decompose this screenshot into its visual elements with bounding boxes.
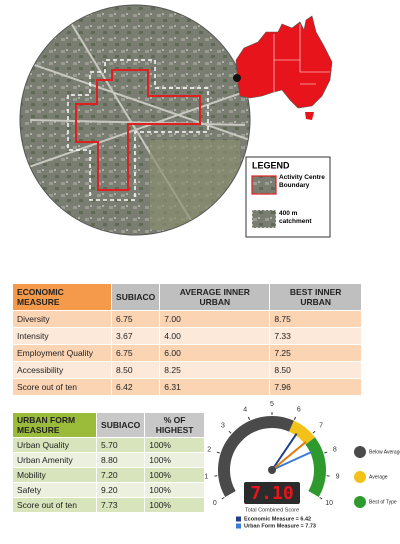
cell: Safety (11, 482, 98, 498)
cell: Mobility (11, 467, 98, 483)
cell: 7.96 (269, 378, 362, 396)
gauge-tick-label: 10 (325, 500, 333, 507)
range-swatch (354, 496, 366, 508)
score-display (244, 482, 300, 504)
measure-label: Economic Measure = 6.42 (244, 516, 311, 522)
cell: Urban Quality (11, 437, 98, 453)
gauge-tick-label: 3 (221, 423, 225, 430)
header-cell: ECONOMIC MEASURE (11, 283, 113, 311)
range-label: Best of Type (369, 499, 397, 505)
cell: Score out of ten (11, 497, 98, 513)
cell: 100% (144, 452, 205, 468)
gauge-tick (293, 416, 297, 420)
range-label: Below Average (369, 449, 400, 455)
cell: Intensity (11, 327, 113, 345)
gauge-tick-label: 1 (204, 474, 208, 481)
cell: 6.75 (111, 310, 161, 328)
cell: 8.50 (269, 361, 362, 379)
gauge-tick-label: 9 (336, 474, 340, 481)
location-dot (233, 74, 241, 82)
gauge-tick (324, 451, 328, 454)
cell: 100% (144, 482, 205, 498)
gauge-tick (221, 497, 225, 500)
cell: 4.00 (159, 327, 271, 345)
needle (271, 450, 313, 471)
range-swatch (354, 471, 366, 483)
cell: 6.42 (111, 378, 161, 396)
cell: 8.80 (96, 452, 146, 468)
cell: Accessibility (11, 361, 113, 379)
cell: 8.25 (159, 361, 271, 379)
gauge-tick (319, 497, 323, 500)
score-caption: Total Combined Score (245, 507, 299, 513)
measure-swatch (236, 516, 241, 522)
cell: Employment Quality (11, 344, 113, 362)
gauge-tick-label: 4 (243, 407, 247, 414)
gauge-tick (228, 430, 232, 434)
cell: 8.75 (269, 310, 362, 328)
cell: 7.25 (269, 344, 362, 362)
gauge-tick (312, 430, 316, 434)
header-cell: SUBIACO (111, 283, 161, 311)
header-cell: SUBIACO (96, 412, 146, 438)
header-cell: AVERAGE INNER URBAN (159, 283, 271, 311)
gauge: 0 1 2 3 4 5 6 7 8 9 10 7.10 Total Combined Score Econ… (204, 401, 400, 530)
legend-swatch (251, 175, 277, 195)
measure-swatch (236, 523, 241, 529)
cell: 100% (144, 497, 205, 513)
gauge-tick-label: 0 (213, 500, 217, 507)
header-cell: BEST INNER URBAN (269, 283, 362, 311)
map-edge (19, 4, 251, 236)
cell: Score out of ten (11, 378, 113, 396)
cell: 6.00 (159, 344, 271, 362)
gauge-band (288, 420, 316, 445)
gauge-tick (216, 451, 220, 454)
cell: 9.20 (96, 482, 146, 498)
gauge-tick-label: 5 (270, 401, 274, 408)
measure-label: Urban Form Measure = 7.73 (244, 523, 316, 529)
cell: 8.50 (111, 361, 161, 379)
cell: 3.67 (111, 327, 161, 345)
economic-table: ECONOMIC MEASURE SUBIACO AVERAGE INNER URB… (11, 283, 362, 396)
header-cell: % OF HIGHEST (144, 412, 205, 438)
cell: 7.20 (96, 467, 146, 483)
cell: 6.75 (111, 344, 161, 362)
gauge-tick-label: 8 (333, 446, 337, 453)
gauge-band (218, 416, 294, 497)
australia-map (235, 15, 333, 109)
urban-form-table: URBAN FORM MEASURE SUBIACO% OF HIGHEST Urb… (11, 412, 205, 513)
cell: 100% (144, 467, 205, 483)
gauge-tick-label: 7 (319, 423, 323, 430)
needle (271, 441, 307, 471)
range-swatch (354, 446, 366, 458)
legend-title: LEGEND (252, 160, 290, 170)
needle (271, 432, 298, 471)
gauge-tick (247, 416, 251, 420)
range-label: Average (369, 474, 388, 480)
catchment (67, 59, 209, 201)
cell: 6.31 (159, 378, 271, 396)
cell: 7.33 (269, 327, 362, 345)
legend-item: Activity Centre Boundary (279, 174, 325, 189)
cell: Urban Amenity (11, 452, 98, 468)
activity-boundary (75, 69, 201, 191)
needle-hub (268, 466, 276, 474)
legend-swatch (251, 209, 277, 229)
gauge-band (305, 437, 326, 497)
legend-item: 400 m catchment (279, 210, 312, 225)
gauge-tick-label: 2 (207, 446, 211, 453)
cell: 100% (144, 437, 205, 453)
cell: 7.73 (96, 497, 146, 513)
gauge-tick-label: 6 (297, 407, 301, 414)
cell: 5.70 (96, 437, 146, 453)
cell: 7.00 (159, 310, 271, 328)
header-cell: URBAN FORM MEASURE (11, 412, 98, 438)
cell: Diversity (11, 310, 113, 328)
score: 7.10 (250, 483, 293, 504)
